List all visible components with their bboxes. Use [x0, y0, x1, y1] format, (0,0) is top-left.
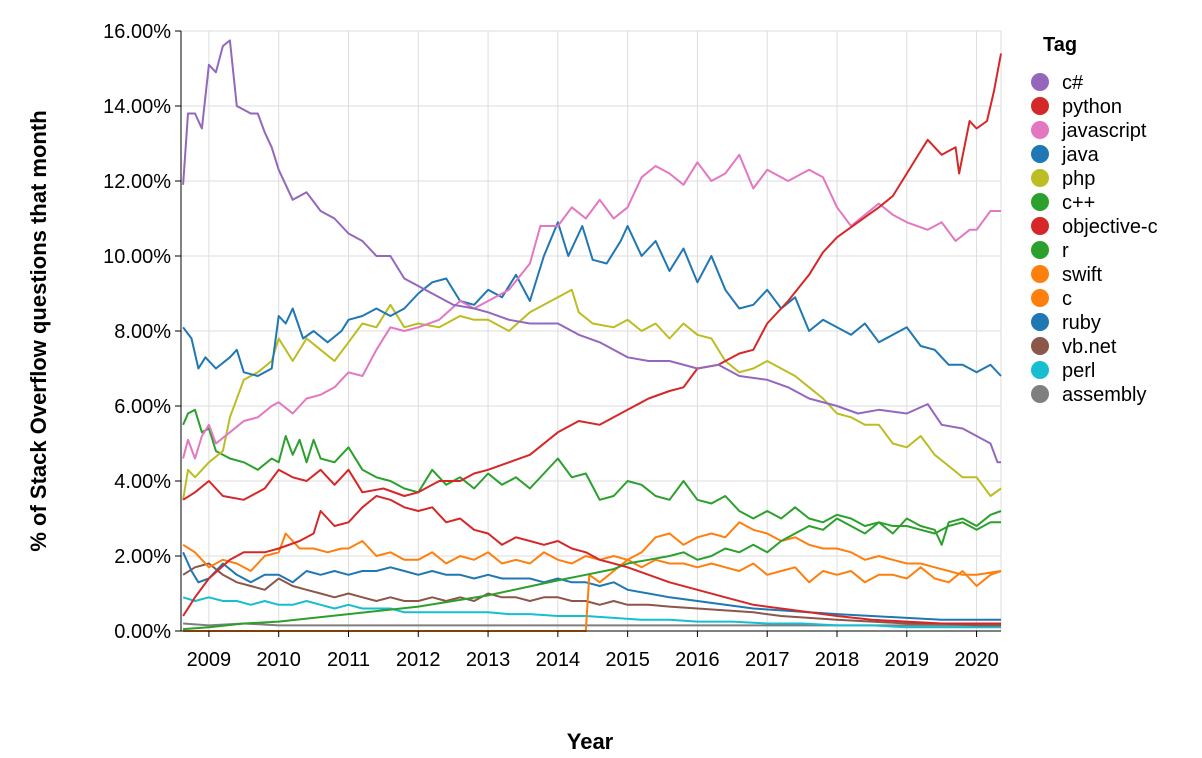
legend-label-c-: c++: [1062, 192, 1095, 214]
series-line-c-: [182, 408, 1001, 535]
legend: Tag c#pythonjavascriptjavaphpc++objectiv…: [1031, 34, 1158, 406]
legend-marker-objective-c: [1031, 217, 1049, 235]
series-line-python: [182, 53, 1002, 501]
series-line-c-: [182, 39, 1001, 464]
x-tick-label: 2013: [466, 649, 511, 671]
legend-marker-php: [1031, 169, 1049, 187]
y-tick-label: 12.00%: [103, 171, 171, 193]
legend-marker-c-: [1031, 193, 1049, 211]
series-line-java: [182, 221, 1002, 377]
legend-label-c-: c#: [1062, 72, 1084, 94]
series-line-ruby: [182, 551, 1001, 621]
legend-label-javascript: javascript: [1061, 120, 1147, 142]
x-tick-label: 2018: [815, 649, 860, 671]
legend-marker-assembly: [1031, 385, 1049, 403]
legend-label-python: python: [1062, 96, 1122, 118]
legend-label-vb-net: vb.net: [1062, 336, 1117, 358]
legend-marker-r: [1031, 241, 1049, 259]
y-tick-label: 2.00%: [114, 546, 171, 568]
series-line-vb-net: [182, 562, 1001, 627]
y-tick-label: 8.00%: [114, 321, 171, 343]
legend-marker-java: [1031, 145, 1049, 163]
series-line-perl: [182, 596, 1001, 629]
series-lines: [182, 39, 1002, 632]
y-tick-label: 6.00%: [114, 396, 171, 418]
x-tick-label: 2020: [954, 649, 999, 671]
legend-label-objective-c: objective-c: [1062, 216, 1158, 238]
series-line-javascript: [182, 153, 1001, 460]
series-line-php: [182, 288, 1002, 500]
legend-marker-c: [1031, 289, 1049, 307]
legend-marker-python: [1031, 97, 1049, 115]
x-tick-label: 2016: [675, 649, 720, 671]
y-tick-label: 4.00%: [114, 471, 171, 493]
x-tick-label: 2012: [396, 649, 441, 671]
x-tick-label: 2009: [187, 649, 232, 671]
y-tick-label: 0.00%: [114, 621, 171, 643]
y-tick-label: 14.00%: [103, 96, 171, 118]
grid: [181, 30, 1002, 632]
legend-label-c: c: [1062, 288, 1072, 310]
legend-marker-perl: [1031, 361, 1049, 379]
x-tick-label: 2017: [745, 649, 790, 671]
legend-marker-c-: [1031, 73, 1049, 91]
legend-label-assembly: assembly: [1062, 384, 1146, 406]
series-line-c: [182, 532, 1002, 587]
legend-marker-swift: [1031, 265, 1049, 283]
y-axis-title: % of Stack Overflow questions that month: [26, 110, 51, 551]
y-tick-label: 10.00%: [103, 246, 171, 268]
x-tick-label: 2011: [327, 649, 370, 671]
legend-label-php: php: [1062, 168, 1095, 190]
axes: 0.00% 2.00% 4.00% 6.00% 8.00% 10.00% 12.00% 14.…: [103, 21, 1001, 671]
x-tick-label: 2019: [885, 649, 930, 671]
series-line-r: [183, 510, 1002, 631]
y-tick-label: 16.00%: [103, 21, 171, 43]
legend-label-r: r: [1062, 240, 1069, 262]
series-line-swift: [183, 521, 1002, 632]
legend-marker-vb-net: [1031, 337, 1049, 355]
legend-label-ruby: ruby: [1062, 312, 1101, 334]
legend-marker-ruby: [1031, 313, 1049, 331]
legend-label-java: java: [1061, 144, 1100, 166]
legend-label-perl: perl: [1062, 360, 1095, 382]
x-tick-label: 2014: [536, 649, 581, 671]
legend-title: Tag: [1043, 34, 1077, 56]
x-axis-title: Year: [567, 729, 614, 754]
x-tick-label: 2015: [605, 649, 650, 671]
legend-marker-javascript: [1031, 121, 1049, 139]
series-line-objective-c: [182, 495, 1001, 625]
x-tick-label: 2010: [256, 649, 301, 671]
legend-label-swift: swift: [1062, 264, 1102, 286]
